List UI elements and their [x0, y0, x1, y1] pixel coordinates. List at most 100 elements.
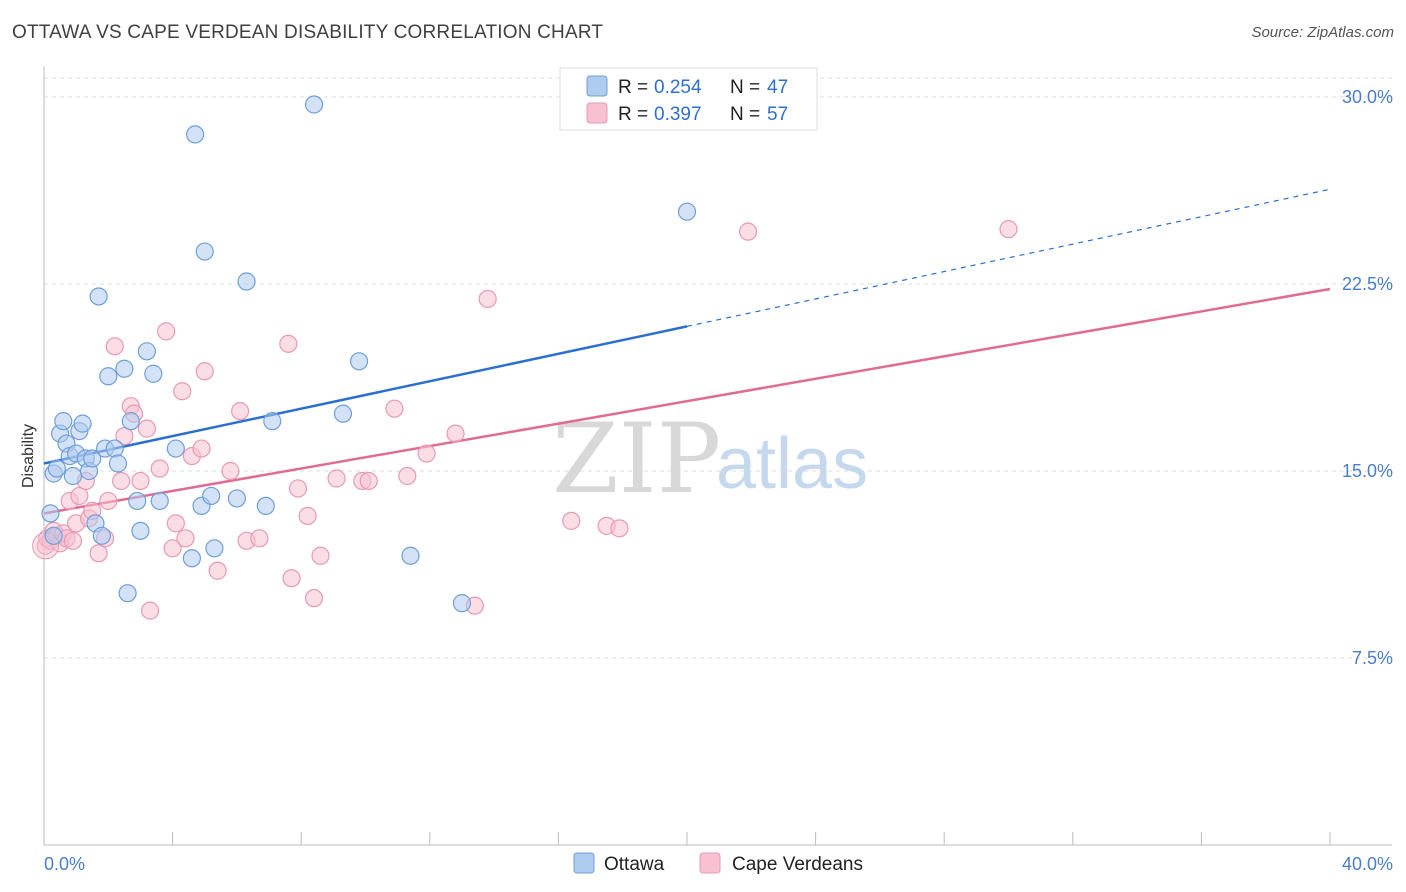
- cape-verdeans-point-23: [131, 471, 150, 491]
- ottawa-point-28: [144, 364, 163, 383]
- cape-verdeans-point-59: [999, 220, 1018, 239]
- cape-verdeans-point-37: [231, 402, 250, 421]
- cape-verdeans-point-40: [279, 334, 298, 353]
- cape-verdeans-point-33: [192, 439, 211, 458]
- cape-verdeans-point-31: [176, 529, 195, 548]
- ottawa-trend-line: [43, 325, 688, 465]
- cape-verdeans-point-18: [105, 337, 124, 356]
- ottawa-point-40: [263, 412, 282, 431]
- ottawa-point-36: [205, 539, 224, 558]
- legend-swatch-ottawa: [586, 75, 608, 97]
- watermark-zip: ZIP: [552, 403, 721, 515]
- cape-verdeans-point-52: [446, 424, 465, 443]
- ottawa-point-42: [333, 404, 353, 423]
- series-legend-label-cape: Cape Verdeans: [732, 854, 863, 875]
- ottawa-point-23: [118, 584, 137, 603]
- ottawa-point-35: [202, 486, 221, 506]
- legend-r-label-cape: R =: [618, 104, 648, 125]
- cape-verdeans-point-30: [173, 382, 192, 401]
- cape-verdeans-point-48: [359, 471, 378, 491]
- legend-n-label-ottawa: N =: [730, 77, 760, 98]
- y-tick-label-1: 15.0%: [1342, 461, 1393, 481]
- cape-verdeans-point-55: [562, 511, 581, 530]
- chart-title: OTTAWA VS CAPE VERDEAN DISABILITY CORREL…: [12, 22, 604, 43]
- correlation-legend: R = 0.254 N = 47 R = 0.397 N = 57: [559, 67, 818, 131]
- legend-r-label-ottawa: R =: [618, 77, 648, 98]
- cape-verdeans-point-19: [112, 471, 131, 491]
- cape-verdeans-point-27: [157, 322, 176, 341]
- cape-verdeans-point-17: [99, 491, 118, 511]
- cape-verdeans-point-39: [250, 529, 269, 548]
- legend-r-value-cape: 0.397: [654, 104, 702, 125]
- ottawa-point-32: [186, 125, 205, 144]
- x-tick-label-1: 40.0%: [1342, 854, 1393, 874]
- cape-verdeans-point-9: [63, 531, 83, 550]
- y-tick-labels: 7.5% 15.0% 22.5% 30.0%: [1342, 87, 1393, 668]
- ottawa-point-17: [92, 526, 111, 545]
- cape-verdeans-point-58: [738, 222, 758, 241]
- cape-verdeans-point-25: [140, 601, 160, 620]
- ottawa-point-22: [115, 359, 134, 378]
- ottawa-point-1: [44, 526, 63, 545]
- y-axis-label: Disability: [20, 424, 37, 488]
- y-tick-label-0: 7.5%: [1352, 648, 1393, 668]
- cape-verdeans-point-51: [417, 444, 436, 463]
- x-tick-label-0: 0.0%: [44, 854, 85, 874]
- y-tick-label-3: 30.0%: [1342, 87, 1393, 107]
- ottawa-point-43: [349, 352, 369, 371]
- ottawa-point-34: [195, 242, 214, 261]
- x-ticks: 0.0% 40.0%: [43, 832, 1393, 874]
- ottawa-point-44: [401, 546, 420, 565]
- cape-verdeans-point-44: [304, 589, 324, 608]
- y-tick-label-2: 22.5%: [1342, 274, 1393, 294]
- cape-verdeans-point-15: [89, 544, 108, 563]
- cape-verdeans-point-50: [398, 466, 417, 486]
- cape-verdeans-point-49: [385, 399, 404, 418]
- ottawa-point-37: [227, 489, 246, 508]
- axes: [43, 66, 1392, 846]
- cape-verdeans-point-28: [163, 539, 182, 558]
- legend-n-value-cape: 57: [767, 104, 788, 125]
- watermark: ZIP atlas: [552, 403, 868, 515]
- gridlines: [44, 77, 1392, 659]
- ottawa-point-16: [89, 287, 108, 306]
- ottawa-point-20: [105, 439, 124, 458]
- ottawa-point-45: [452, 594, 472, 613]
- ottawa-point-39: [256, 496, 275, 516]
- ottawa-point-26: [131, 521, 150, 540]
- cape-verdeans-point-29: [166, 514, 185, 533]
- cape-verdeans-point-41: [282, 569, 301, 588]
- ottawa-point-14: [83, 449, 102, 468]
- cape-verdeans-point-20: [115, 426, 134, 446]
- cape-verdeans-point-26: [150, 459, 169, 478]
- source-note: Source: ZipAtlas.com: [1251, 24, 1394, 41]
- ottawa-point-11: [73, 414, 92, 433]
- ottawa-points: [41, 95, 697, 613]
- cape-verdeans-point-54: [478, 289, 497, 309]
- ottawa-point-29: [150, 491, 169, 511]
- ottawa-point-38: [237, 272, 256, 291]
- ottawa-point-0: [41, 504, 60, 523]
- cape-verdeans-point-46: [327, 469, 346, 488]
- ottawa-point-24: [121, 412, 140, 431]
- ottawa-point-5: [54, 412, 73, 431]
- series-legend-label-ottawa: Ottawa: [604, 854, 665, 875]
- ottawa-point-25: [128, 491, 147, 511]
- trend-lines: [43, 188, 1331, 515]
- ottawa-point-30: [166, 439, 185, 458]
- cape-verdeans-point-36: [221, 461, 240, 481]
- legend-r-value-ottawa: 0.254: [654, 77, 702, 98]
- series-legend-swatch-cape: [699, 852, 721, 874]
- ottawa-point-41: [304, 95, 324, 114]
- ottawa-point-3: [47, 459, 66, 478]
- legend-n-label-cape: N =: [730, 104, 760, 125]
- cape-verdeans-points: [32, 220, 1018, 620]
- ottawa-point-8: [63, 466, 83, 486]
- cape-verdeans-point-24: [137, 419, 156, 438]
- cape-verdeans-point-34: [195, 362, 214, 381]
- ottawa-point-21: [108, 454, 128, 473]
- ottawa-point-19: [99, 367, 118, 386]
- cape-verdeans-point-42: [288, 479, 308, 498]
- ottawa-point-46: [677, 202, 697, 221]
